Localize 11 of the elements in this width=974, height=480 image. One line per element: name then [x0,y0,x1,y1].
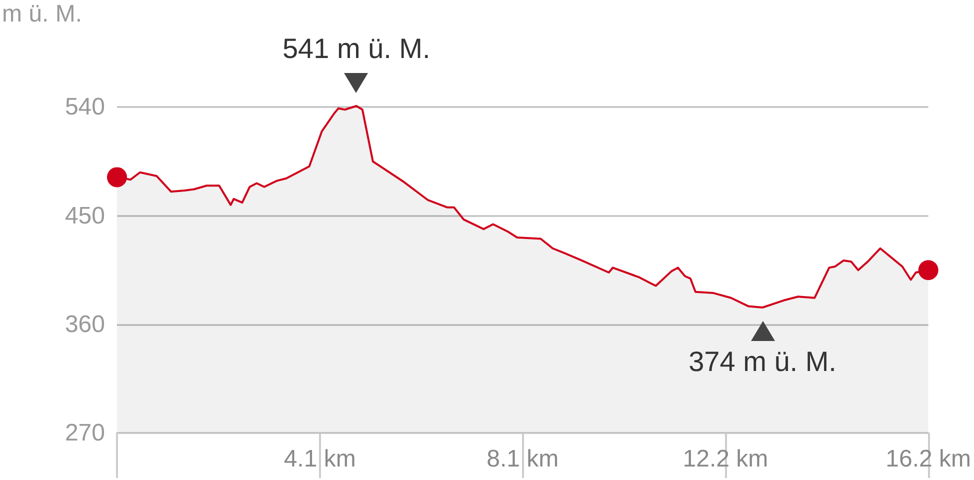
y-tick-label: 540 [64,94,105,121]
y-tick-label: 270 [64,420,105,446]
y-tick-label: 360 [64,310,105,338]
x-tick-label: 12.2 km [682,446,768,472]
annotation: 374 m ü. M. [688,346,836,378]
x-tick-label: 16.2 km [886,446,971,472]
x-tick-label: 4.1 km [284,446,356,472]
y-tick-label: 450 [64,202,105,230]
annotation: 541 m ü. M. [282,33,430,65]
y-axis-title: m ü. M. [2,0,82,28]
x-tick-label: 8.1 km [486,446,559,472]
